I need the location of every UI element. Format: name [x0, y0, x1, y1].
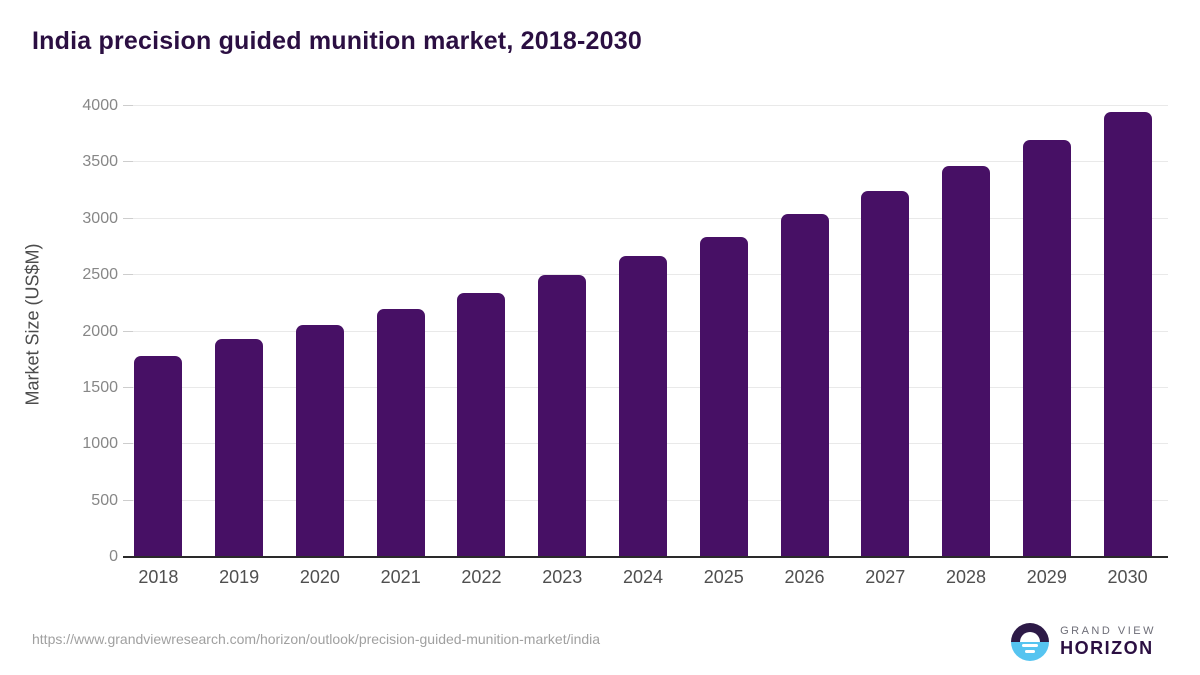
bar-slot-2020: [280, 106, 361, 557]
y-tick-mark: [123, 330, 133, 332]
y-tick-label: 2000: [82, 322, 118, 340]
bar-2023[interactable]: [538, 275, 587, 557]
y-tick-mark: [123, 161, 133, 163]
logo-brand-name: GRAND VIEW: [1060, 625, 1156, 638]
y-tick-label: 3000: [82, 209, 118, 227]
y-tick-label: 4000: [82, 97, 118, 114]
bar-slot-2030: [1087, 106, 1168, 557]
bar-2029[interactable]: [1022, 139, 1071, 557]
bar-2022[interactable]: [457, 293, 506, 557]
bar-2025[interactable]: [699, 236, 748, 557]
y-tick-mark: [123, 105, 133, 106]
bar-2026[interactable]: [780, 214, 829, 557]
grand-view-horizon-logo: GRAND VIEW HORIZON: [1011, 623, 1156, 661]
bar-slot-2021: [360, 106, 441, 557]
y-tick-mark: [123, 443, 133, 445]
y-tick-mark: [123, 274, 133, 276]
x-tick-label-2020: 2020: [299, 567, 340, 587]
y-tick-label: 2500: [82, 266, 118, 284]
y-tick-mark: [123, 499, 133, 501]
y-axis-title: Market Size (US$M): [22, 243, 43, 406]
bar-slot-2027: [845, 106, 926, 557]
x-tick-label-2021: 2021: [380, 567, 421, 587]
bar-2027[interactable]: [861, 190, 910, 557]
x-tick-label-2024: 2024: [622, 567, 663, 587]
logo-text: GRAND VIEW HORIZON: [1060, 625, 1156, 658]
x-axis-line: [123, 556, 1168, 558]
y-tick-label: 1500: [82, 378, 118, 396]
x-tick-label-2028: 2028: [946, 567, 987, 587]
y-tick-mark: [123, 217, 133, 219]
y-tick-label: 500: [91, 491, 118, 509]
plot-area: [118, 105, 1168, 558]
bar-2019[interactable]: [215, 339, 264, 557]
y-tick-mark: [123, 386, 133, 388]
y-tick-label: 3500: [82, 153, 118, 171]
chart-title: India precision guided munition market, …: [32, 27, 642, 55]
logo-product-name: HORIZON: [1060, 637, 1154, 658]
gridline-4000: [123, 105, 1168, 106]
x-tick-label-2029: 2029: [1026, 567, 1067, 587]
x-tick-label-2022: 2022: [461, 567, 502, 587]
bar-slot-2018: [118, 106, 199, 557]
bar-slot-2022: [441, 106, 522, 557]
bar-2018[interactable]: [134, 356, 183, 557]
bar-2020[interactable]: [295, 324, 344, 557]
x-tick-label-2019: 2019: [219, 567, 260, 587]
bar-slot-2019: [199, 106, 280, 557]
sun-shape: [1020, 632, 1041, 642]
bar-chart: Market Size (US$M) 0 500 1000 1500 2000 2500 3…: [22, 97, 1168, 588]
gridline-3000: [123, 217, 1168, 219]
horizon-sunrise-icon: [1011, 623, 1050, 661]
x-tick-label-2023: 2023: [542, 567, 583, 587]
x-tick-label-2018: 2018: [138, 567, 179, 587]
bar-slot-2024: [603, 106, 684, 557]
bar-slot-2026: [764, 106, 845, 557]
bar-slot-2025: [683, 106, 764, 557]
x-tick-label-2025: 2025: [703, 567, 744, 587]
bar-slot-2029: [1006, 106, 1087, 557]
x-tick-label-2030: 2030: [1107, 567, 1148, 587]
bar-2021[interactable]: [376, 308, 425, 557]
reflection-line-1: [1022, 644, 1039, 647]
bar-2028[interactable]: [942, 165, 991, 557]
y-tick-label: 1000: [82, 435, 118, 453]
source-url: https://www.grandviewresearch.com/horizo…: [32, 631, 601, 647]
y-tick-label: 0: [109, 548, 118, 565]
bar-series: [118, 106, 1168, 557]
x-tick-label-2026: 2026: [784, 567, 825, 587]
bar-slot-2023: [522, 106, 603, 557]
bar-slot-2028: [926, 106, 1007, 557]
x-tick-label-2027: 2027: [865, 567, 906, 587]
footer: https://www.grandviewresearch.com/horizo…: [0, 610, 1200, 675]
gridline-3500: [123, 161, 1168, 163]
bar-2024[interactable]: [618, 256, 667, 557]
x-axis-tick-labels: 2018 2019 2020 2021 2022 2023 2024 2025 2026 2027…: [118, 567, 1168, 588]
bar-2030[interactable]: [1103, 111, 1152, 557]
reflection-line-2: [1025, 650, 1036, 653]
